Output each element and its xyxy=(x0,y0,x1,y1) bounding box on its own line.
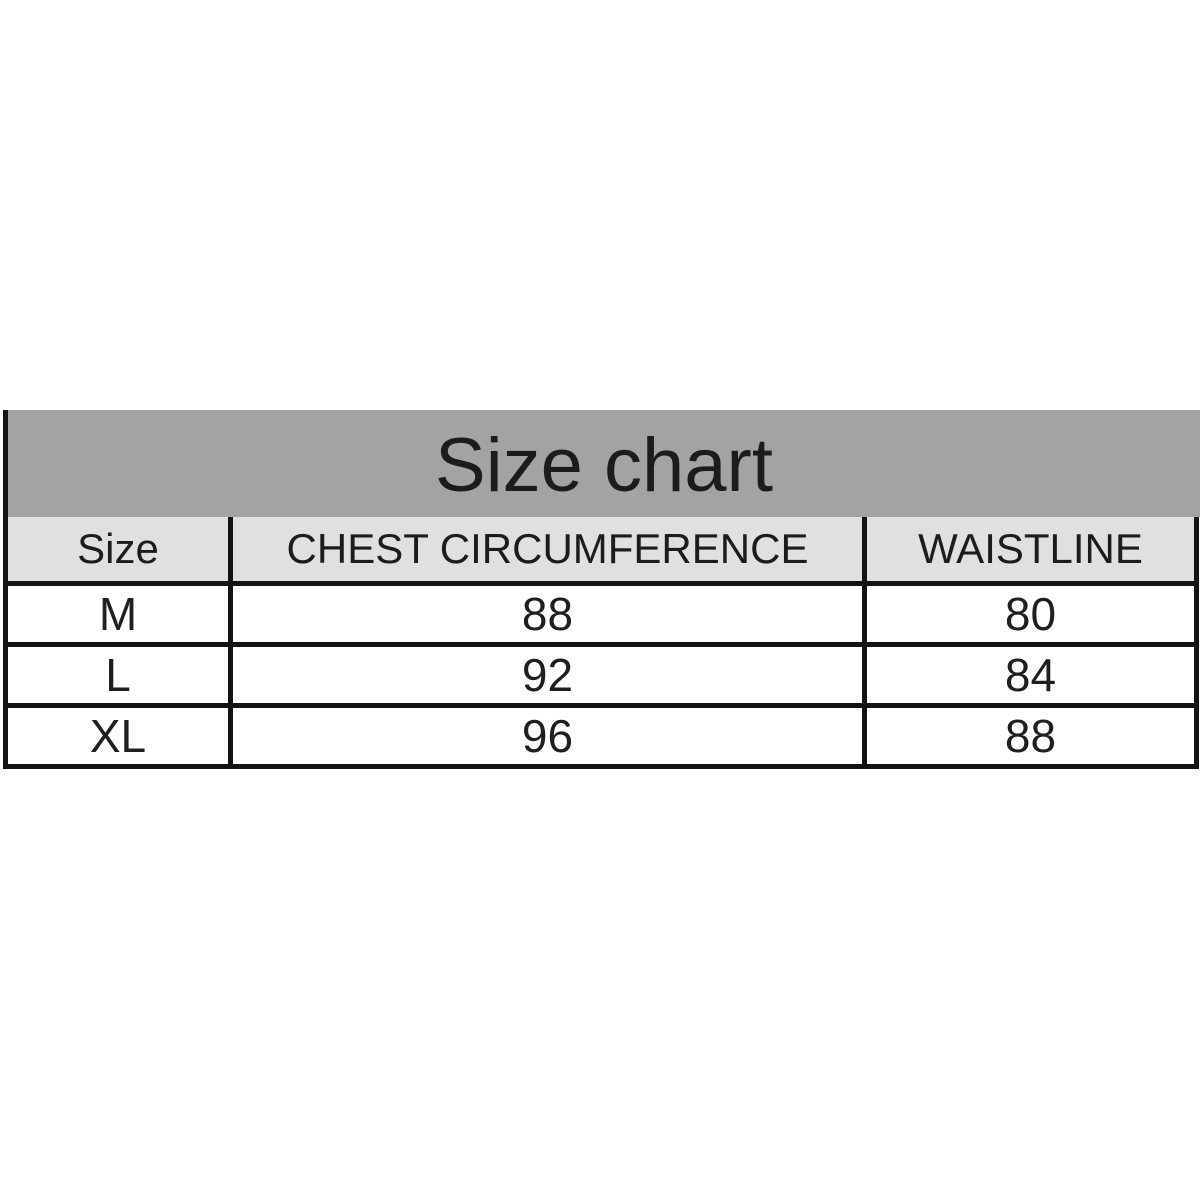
chest-cell: 92 xyxy=(228,641,867,708)
size-cell: L xyxy=(3,641,233,708)
chest-cell: 88 xyxy=(228,580,867,647)
table-header-row: Size CHEST CIRCUMFERENCE WAISTLINE xyxy=(3,517,1199,586)
size-chart-title: Size chart xyxy=(435,423,773,508)
chest-cell: 96 xyxy=(228,702,867,769)
table-row: L 92 84 xyxy=(3,641,1199,708)
size-cell: M xyxy=(3,580,233,647)
column-header-chest-circumference: CHEST CIRCUMFERENCE xyxy=(228,517,867,586)
waist-cell: 88 xyxy=(862,702,1199,769)
size-chart-block: Size chart Size CHEST CIRCUMFERENCE WAIS… xyxy=(3,410,1200,769)
waist-cell: 80 xyxy=(862,580,1199,647)
column-header-size: Size xyxy=(3,517,233,586)
size-cell: XL xyxy=(3,702,233,769)
size-chart-title-band: Size chart xyxy=(3,410,1200,517)
table-row: XL 96 88 xyxy=(3,702,1199,769)
waist-cell: 84 xyxy=(862,641,1199,708)
column-header-waistline: WAISTLINE xyxy=(862,517,1199,586)
size-chart-table: Size CHEST CIRCUMFERENCE WAISTLINE M 88 … xyxy=(3,517,1199,769)
table-row: M 88 80 xyxy=(3,580,1199,647)
